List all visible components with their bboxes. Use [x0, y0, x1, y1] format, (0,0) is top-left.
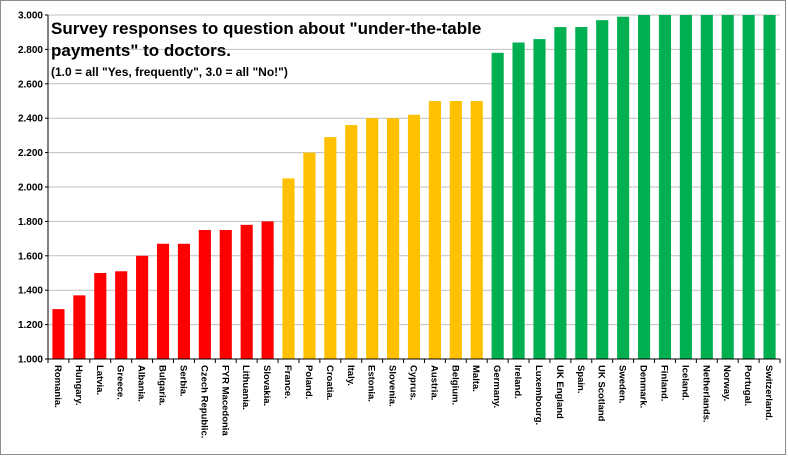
x-tick-label: Belgium.	[449, 365, 460, 405]
bar	[219, 230, 232, 359]
y-tick-label: 1.200	[18, 320, 43, 331]
bar	[512, 42, 525, 360]
x-tick-label: Italy.	[345, 365, 356, 386]
x-tick-label: Croatia.	[324, 365, 335, 400]
bar	[575, 27, 588, 359]
x-tick-label: Denmark.	[638, 365, 649, 408]
x-tick-label: Hungary.	[73, 365, 84, 405]
bar	[136, 255, 149, 359]
bar	[407, 114, 421, 359]
bar	[261, 221, 274, 359]
x-tick-label: Czech Republic.	[198, 365, 209, 438]
y-tick-label: 3.000	[18, 11, 43, 22]
y-tick-label: 2.400	[18, 114, 43, 125]
x-tick-label: Portugal.	[742, 365, 753, 406]
x-tick-label: Finland.	[658, 365, 669, 401]
x-tick-label: Latvia.	[94, 365, 105, 395]
bar	[366, 118, 379, 359]
bar	[596, 20, 609, 359]
y-tick-label: 1.400	[18, 286, 43, 297]
bar	[115, 271, 128, 359]
x-tick-label: Serbia.	[177, 365, 188, 397]
axes	[45, 14, 781, 363]
bar	[721, 15, 734, 359]
x-tick-label: Slovakia.	[261, 365, 272, 406]
bar	[763, 15, 776, 359]
x-tick-label: Greece.	[115, 365, 126, 400]
bar	[428, 101, 441, 359]
x-tick-label: Luxembourg.	[533, 365, 544, 425]
x-tick-label: France.	[282, 365, 293, 399]
y-tick-label: 1.800	[18, 217, 43, 228]
bar	[177, 243, 191, 359]
x-tick-label: Austria.	[428, 365, 439, 400]
x-tick-label: Iceland.	[679, 365, 690, 400]
bar	[637, 15, 651, 359]
bar	[679, 15, 692, 359]
bar	[73, 295, 86, 359]
bar	[491, 52, 504, 360]
chart-title-block: Survey responses to question about "unde…	[51, 18, 481, 79]
bar	[240, 224, 253, 359]
x-tick-label: Netherlands.	[700, 365, 711, 423]
x-tick-label: UK Scotland	[596, 365, 607, 422]
x-tick-label: Estonia.	[366, 365, 377, 402]
x-tick-label: Albania.	[136, 365, 147, 402]
bar	[387, 118, 400, 359]
y-tick-labels: 1.000 1.200 1.400 1.600 1.800 2.000 2.200 2.400…	[18, 11, 43, 366]
bar	[303, 152, 316, 359]
x-tick-label: FYR Macedonia	[219, 365, 230, 436]
x-tick-label: Lithuania.	[240, 365, 251, 410]
x-tick-label: Poland.	[303, 365, 314, 399]
bars	[52, 15, 776, 360]
x-tick-label: Germany.	[491, 365, 502, 408]
bar	[554, 27, 567, 359]
bar	[282, 178, 295, 359]
bar	[156, 243, 170, 359]
bar	[324, 137, 337, 359]
bar	[94, 273, 107, 359]
x-tick-label: Switzerland.	[763, 365, 774, 420]
bar	[52, 309, 65, 359]
y-tick-label: 1.600	[18, 251, 43, 262]
y-tick-label: 2.200	[18, 148, 43, 159]
bar	[470, 101, 483, 359]
bar	[658, 15, 672, 359]
chart-title-line-2: payments" to doctors.	[51, 41, 231, 60]
x-tick-label: UK England	[554, 365, 565, 419]
x-tick-labels: Romania. Hungary. Latvia. Greece. Albania. Bu…	[52, 365, 774, 438]
x-tick-label: Slovenia.	[387, 365, 398, 407]
bar	[742, 15, 755, 359]
y-tick-label: 2.600	[18, 79, 43, 90]
x-tick-label: Sweden.	[617, 365, 628, 404]
chart-title-line-1: Survey responses to question about "unde…	[51, 19, 482, 38]
x-tick-label: Ireland.	[512, 365, 523, 399]
bar	[198, 230, 211, 359]
bar	[700, 15, 713, 359]
x-tick-label: Cyprus.	[408, 365, 419, 400]
bar	[449, 101, 462, 359]
chart-subtitle: (1.0 = all "Yes, frequently", 3.0 = all …	[51, 65, 288, 79]
x-tick-label: Norway.	[721, 365, 732, 401]
x-tick-label: Malta.	[470, 365, 481, 392]
bar	[345, 125, 358, 359]
y-tick-label: 2.800	[18, 45, 43, 56]
x-tick-label: Romania.	[52, 365, 63, 408]
x-tick-label: Spain.	[575, 365, 586, 394]
y-tick-label: 2.000	[18, 183, 43, 194]
x-tick-label: Bulgaria.	[157, 365, 168, 406]
y-tick-label: 1.000	[18, 355, 43, 366]
bar	[533, 39, 546, 359]
bar	[617, 16, 630, 359]
